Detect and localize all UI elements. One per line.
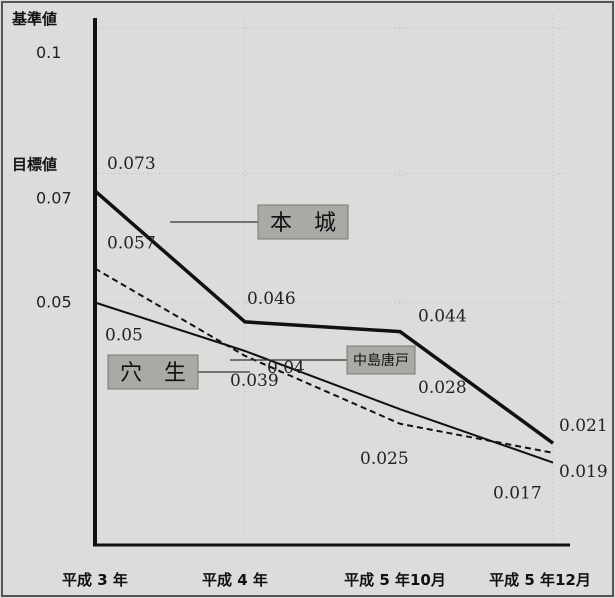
data-label: 0.025 (360, 449, 409, 469)
axes (93, 18, 570, 547)
y-tick-header: 目標値 (12, 156, 57, 174)
data-labels: 0.073 0.046 0.044 0.021 0.057 0.039 0.025 0.019… (105, 154, 608, 504)
legend-box (107, 354, 199, 390)
x-tick-label: 平成 4 年 (202, 571, 268, 589)
data-label: 0.019 (559, 462, 608, 482)
tick-labels: 基準値 0.1 目標値 0.07 0.05 平成 3 年 平成 4 年 平成 5 年10月 平成… (11, 10, 591, 589)
data-label: 0.021 (559, 416, 608, 436)
legend-label: 中島唐戸 (353, 352, 409, 369)
series-lines (93, 189, 555, 464)
legend-box (346, 345, 416, 375)
y-tick-label: 0.05 (36, 293, 72, 312)
data-label: 0.057 (107, 234, 156, 254)
x-tick-label: 平成 5 年10月 (344, 571, 446, 589)
series-line (94, 301, 554, 464)
series-line (94, 267, 554, 454)
legend-label: 穴 生 (120, 361, 186, 386)
data-label: 0.046 (247, 289, 296, 309)
y-tick-label: 0.07 (36, 189, 72, 208)
legend-box (257, 204, 349, 240)
data-label: 0.05 (105, 326, 143, 346)
x-tick-label: 平成 3 年 (62, 571, 128, 589)
legend-label: 本 城 (270, 211, 336, 236)
x-tick-label: 平成 5 年12月 (489, 571, 591, 589)
data-label: 0.028 (418, 378, 467, 398)
y-tick-header: 基準値 (11, 10, 57, 28)
data-label: 0.04 (267, 358, 305, 378)
series-line (93, 189, 555, 445)
data-label: 0.044 (418, 307, 467, 327)
y-tick-label: 0.1 (36, 43, 61, 62)
data-label: 0.039 (230, 371, 279, 391)
data-label: 0.017 (493, 484, 542, 504)
data-label: 0.073 (107, 154, 156, 174)
